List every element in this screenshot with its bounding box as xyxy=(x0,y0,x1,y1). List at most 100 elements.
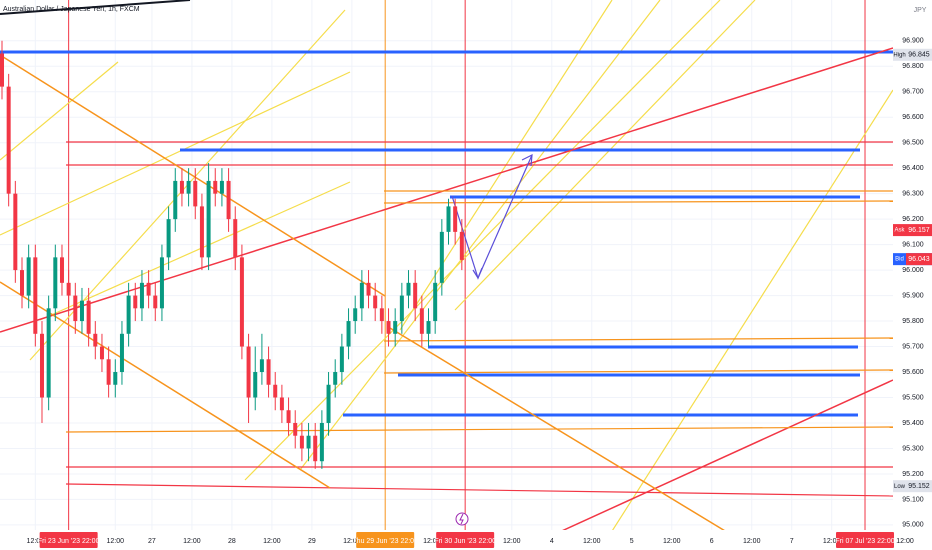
candle-body xyxy=(353,308,358,322)
x-tick-label: 28 xyxy=(228,538,236,545)
candle-body xyxy=(66,282,71,296)
y-tick-label: 96.200 xyxy=(902,216,924,223)
candle-body xyxy=(186,180,191,194)
candle-body xyxy=(46,308,51,398)
trend-line xyxy=(0,0,191,15)
level-line xyxy=(383,200,894,204)
candle-body xyxy=(179,180,184,194)
x-tick-label: 12:00 xyxy=(183,538,201,545)
candle-body xyxy=(126,295,131,334)
event-bolt xyxy=(459,513,464,525)
candle-body xyxy=(13,193,18,271)
channel-line xyxy=(0,71,351,236)
y-tick-label: 96.600 xyxy=(902,114,924,121)
event-icon[interactable] xyxy=(455,512,469,526)
candle-body xyxy=(99,346,104,360)
price-label-name-box xyxy=(893,480,906,493)
x-tick-label: 6 xyxy=(710,538,714,545)
price-label-name: Low xyxy=(894,484,906,490)
y-tick-label: 96.700 xyxy=(902,89,924,96)
y-tick-label: 95.400 xyxy=(902,420,924,427)
candle-body xyxy=(106,359,111,385)
candle-body xyxy=(26,257,31,296)
x-tick-label: 12:00 xyxy=(343,538,361,545)
candle-body xyxy=(59,257,64,283)
candle-body xyxy=(6,86,11,194)
candle-body xyxy=(453,206,458,232)
level-line xyxy=(65,483,894,497)
candle-body xyxy=(293,422,298,436)
channel-line xyxy=(39,181,351,321)
candle-body xyxy=(73,295,78,322)
candle-body xyxy=(399,295,404,322)
y-tick-label: 95.500 xyxy=(902,394,924,401)
price-label-value: 96.043 xyxy=(908,256,930,263)
price-label-name: Bid xyxy=(895,257,904,263)
candle-body xyxy=(326,384,331,423)
x-tick-label: Fri 23 Jun '23 22:00 xyxy=(38,538,100,545)
trend-line xyxy=(0,47,894,333)
candle-body xyxy=(459,231,464,260)
candle-body xyxy=(133,295,138,309)
candle-body xyxy=(39,333,44,398)
arrow-head xyxy=(472,267,483,280)
candle-body xyxy=(286,410,291,423)
candle-body xyxy=(346,321,351,347)
candle-body xyxy=(279,397,284,411)
x-tick-label: 12:00 xyxy=(423,538,441,545)
x-tick-label: 12:00 xyxy=(583,538,601,545)
event-circle[interactable] xyxy=(455,512,469,526)
price-axis xyxy=(893,0,932,550)
channel-line xyxy=(599,89,894,550)
y-tick-label: 96.500 xyxy=(902,140,924,147)
y-tick-label: 96.100 xyxy=(902,241,924,248)
candle-body xyxy=(139,282,144,309)
x-tick-label: 12:00 xyxy=(503,538,521,545)
channel-line xyxy=(299,0,661,471)
y-tick-label: 95.900 xyxy=(902,292,924,299)
x-tick-label: 5 xyxy=(630,538,634,545)
candle-body xyxy=(159,257,164,309)
x-tick-highlight xyxy=(356,532,415,548)
price-label-box xyxy=(906,253,932,266)
level-line xyxy=(383,337,894,342)
candle-body xyxy=(446,206,451,232)
x-tick-label: Fri 30 Jun '23 22:00 xyxy=(434,538,496,545)
grid xyxy=(0,0,906,530)
candle-body xyxy=(113,372,118,385)
candle-body xyxy=(253,372,258,398)
candle-body xyxy=(306,435,311,449)
x-tick-label: 12:00 xyxy=(263,538,281,545)
x-tick-label: Fri 07 Jul '23 22:00 xyxy=(835,538,894,545)
channel-line xyxy=(0,61,119,161)
price-label-box xyxy=(906,480,932,493)
candle-body xyxy=(379,308,384,322)
channel-line xyxy=(454,0,756,311)
price-label-name-box xyxy=(893,48,906,61)
x-tick-label: 12:00 xyxy=(823,538,841,545)
candle-body xyxy=(93,333,98,347)
candle-body xyxy=(433,282,438,322)
price-label-name-box xyxy=(893,253,906,266)
candle-body xyxy=(419,308,424,334)
drawings xyxy=(0,0,894,550)
candle-body xyxy=(0,53,4,87)
candle-body xyxy=(86,300,91,334)
candle-body xyxy=(233,219,238,258)
y-tick-label: 96.900 xyxy=(902,38,924,45)
x-tick-label: 12:00 xyxy=(896,538,914,545)
y-tick-label: 96.300 xyxy=(902,190,924,197)
candle-body xyxy=(413,282,418,309)
candle-body xyxy=(273,384,278,398)
y-tick-label: 96.800 xyxy=(902,63,924,70)
candle-body xyxy=(339,346,344,373)
candle-body xyxy=(439,231,444,283)
candle-body xyxy=(319,422,324,462)
currency: JPY xyxy=(914,7,927,14)
level-line xyxy=(383,369,894,374)
y-tick-label: 95.200 xyxy=(902,471,924,478)
x-tick-label: 4 xyxy=(550,538,554,545)
candle-body xyxy=(193,180,198,207)
y-tick-label: 95.300 xyxy=(902,445,924,452)
